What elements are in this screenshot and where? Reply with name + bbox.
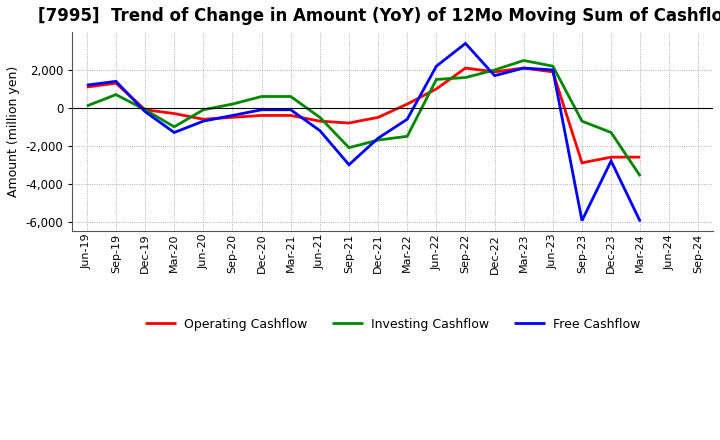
Free Cashflow (112, 79, 120, 84)
Operating Cashflow (374, 115, 382, 120)
Investing Cashflow (83, 103, 91, 109)
Investing Cashflow (112, 92, 120, 97)
Free Cashflow (403, 117, 412, 122)
Line: Operating Cashflow: Operating Cashflow (87, 68, 640, 163)
Investing Cashflow (141, 107, 150, 112)
Operating Cashflow (490, 69, 499, 74)
Investing Cashflow (315, 115, 324, 120)
Line: Free Cashflow: Free Cashflow (87, 44, 640, 222)
Investing Cashflow (549, 63, 557, 69)
Operating Cashflow (199, 117, 207, 122)
Free Cashflow (141, 109, 150, 114)
Free Cashflow (315, 128, 324, 133)
Free Cashflow (83, 82, 91, 88)
Investing Cashflow (345, 145, 354, 150)
Operating Cashflow (257, 113, 266, 118)
Free Cashflow (257, 107, 266, 112)
Investing Cashflow (636, 173, 644, 179)
Free Cashflow (490, 73, 499, 78)
Investing Cashflow (199, 107, 207, 112)
Free Cashflow (432, 63, 441, 69)
Free Cashflow (228, 113, 237, 118)
Operating Cashflow (636, 154, 644, 160)
Free Cashflow (199, 118, 207, 124)
Free Cashflow (607, 158, 616, 164)
Operating Cashflow (607, 154, 616, 160)
Investing Cashflow (432, 77, 441, 82)
Free Cashflow (636, 219, 644, 224)
Investing Cashflow (228, 102, 237, 107)
Free Cashflow (549, 67, 557, 73)
Investing Cashflow (607, 130, 616, 135)
Line: Investing Cashflow: Investing Cashflow (87, 60, 640, 176)
Free Cashflow (345, 162, 354, 167)
Investing Cashflow (577, 118, 586, 124)
Investing Cashflow (374, 137, 382, 143)
Investing Cashflow (287, 94, 295, 99)
Operating Cashflow (170, 111, 179, 116)
Investing Cashflow (170, 124, 179, 129)
Free Cashflow (374, 136, 382, 141)
Operating Cashflow (432, 86, 441, 92)
Title: [7995]  Trend of Change in Amount (YoY) of 12Mo Moving Sum of Cashflows: [7995] Trend of Change in Amount (YoY) o… (37, 7, 720, 25)
Operating Cashflow (345, 121, 354, 126)
Free Cashflow (577, 218, 586, 223)
Operating Cashflow (83, 84, 91, 90)
Legend: Operating Cashflow, Investing Cashflow, Free Cashflow: Operating Cashflow, Investing Cashflow, … (140, 313, 645, 336)
Free Cashflow (462, 41, 470, 46)
Operating Cashflow (228, 115, 237, 120)
Operating Cashflow (519, 66, 528, 71)
Investing Cashflow (403, 134, 412, 139)
Operating Cashflow (112, 81, 120, 86)
Investing Cashflow (257, 94, 266, 99)
Operating Cashflow (577, 160, 586, 165)
Free Cashflow (519, 66, 528, 71)
Investing Cashflow (462, 75, 470, 80)
Investing Cashflow (519, 58, 528, 63)
Operating Cashflow (549, 69, 557, 74)
Investing Cashflow (490, 67, 499, 73)
Y-axis label: Amount (million yen): Amount (million yen) (7, 66, 20, 197)
Operating Cashflow (141, 107, 150, 112)
Operating Cashflow (315, 118, 324, 124)
Operating Cashflow (403, 102, 412, 107)
Free Cashflow (287, 107, 295, 112)
Free Cashflow (170, 130, 179, 135)
Operating Cashflow (287, 113, 295, 118)
Operating Cashflow (462, 66, 470, 71)
